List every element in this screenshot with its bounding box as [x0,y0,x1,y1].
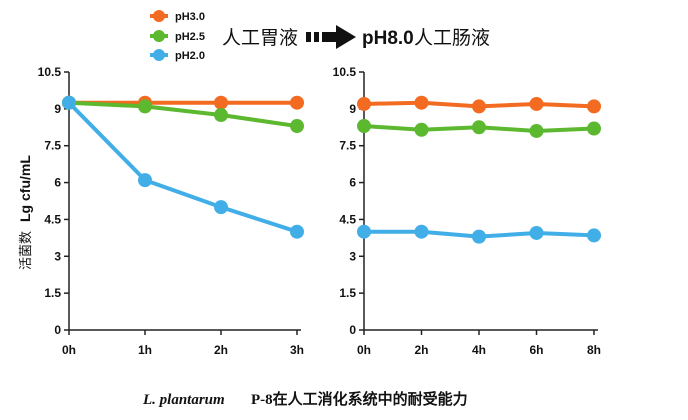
x-tick-label: 6h [529,343,543,357]
x-tick-label: 3h [290,343,304,357]
series-line-ph2 [67,101,298,234]
y-tick-label: 1.5 [339,286,356,300]
y-tick-label: 7.5 [44,139,61,153]
data-point-ph3 [587,99,601,114]
x-tick-label: 2h [414,343,428,357]
y-tick-label: 1.5 [44,286,61,300]
figure-caption: L. plantarum P-8在人工消化系统中的耐受能力 [142,390,468,408]
y-tick-label: 0 [349,323,356,337]
y-tick-label: 9 [54,102,61,116]
data-point-ph2 [138,173,152,188]
data-point-ph2 [357,224,371,239]
legend-label-ph25: pH2.5 [175,31,205,43]
data-point-ph3 [414,95,429,110]
data-point-ph3 [472,99,486,114]
arrow-icon [306,25,356,49]
legend-marker-ph3 [153,10,165,22]
y-tick-label: 3 [54,249,61,263]
legend-item-ph3: pH3.0 [150,10,205,23]
y-tick-label: 6 [349,176,356,190]
data-point-ph3 [529,96,544,111]
data-point-ph25 [138,99,152,114]
data-point-ph2 [62,95,76,110]
legend: pH3.0 pH2.5 pH2.0 [150,10,205,62]
y-tick-label: 4.5 [339,212,356,226]
panel-gastric: 0 1.5 3 4.5 6 7.5 9 10.5 0h 1h 2h 3h [38,65,304,357]
y-tick-label: 6 [54,176,61,190]
data-point-ph25 [214,108,228,122]
y-tick-label: 0 [54,323,61,337]
data-point-ph25 [587,121,601,136]
x-tick-label: 8h [587,343,601,357]
legend-item-ph2: pH2.0 [150,49,205,62]
caption-species: L. plantarum [142,392,225,408]
data-point-ph25 [357,119,371,134]
y-tick-label: 9 [349,102,356,116]
stage2-ph-label: pH8.0 [362,28,414,49]
data-point-ph2 [587,228,601,243]
data-point-ph2 [290,224,304,239]
data-point-ph25 [529,123,544,138]
x-tick-label: 2h [214,343,228,357]
stage1-label: 人工胃液 [222,27,298,49]
legend-label-ph2: pH2.0 [175,50,205,62]
data-point-ph3 [214,95,228,110]
stage2-label: 人工肠液 [414,27,490,49]
x-tick-label: 0h [62,343,76,357]
y-tick-label: 4.5 [44,212,61,226]
data-point-ph25 [472,120,486,135]
data-point-ph2 [214,200,228,215]
legend-marker-ph25 [153,30,165,42]
y-axis-title: 活菌数 Lg cfu/mL [17,155,34,270]
x-tick-label: 0h [357,343,371,357]
data-point-ph2 [529,225,544,240]
y-tick-label: 10.5 [333,65,357,79]
x-tick-label: 1h [138,343,152,357]
caption-text: P-8在人工消化系统中的耐受能力 [251,390,468,408]
panel-intestinal: 0 1.5 3 4.5 6 7.5 9 10.5 0h 2h 4h 6h 8h [333,65,601,357]
legend-item-ph25: pH2.5 [150,30,205,43]
data-point-ph25 [290,119,304,134]
y-tick-label: 7.5 [339,139,356,153]
data-point-ph2 [414,224,429,239]
data-point-ph3 [357,96,371,111]
y-tick-label: 10.5 [38,65,62,79]
data-point-ph2 [472,229,486,244]
y-tick-label: 3 [349,249,356,263]
y-axis-title-cn: 活菌数 [19,231,34,270]
series-line-ph25 [68,100,298,129]
legend-label-ph3: pH3.0 [175,11,205,23]
data-point-ph3 [290,95,304,110]
x-tick-label: 4h [472,343,486,357]
legend-marker-ph2 [153,49,165,61]
y-axis-title-en: Lg cfu/mL [17,155,33,222]
data-point-ph25 [414,122,429,137]
